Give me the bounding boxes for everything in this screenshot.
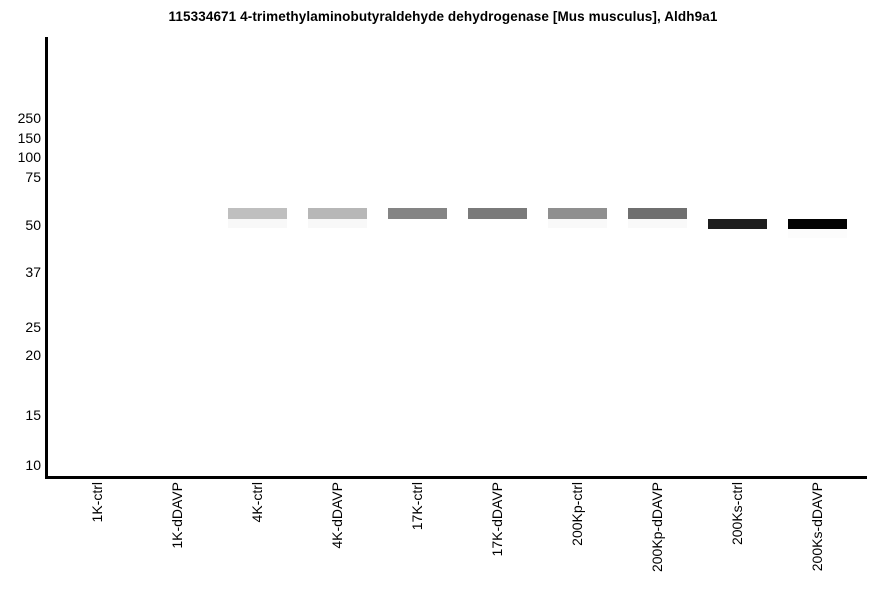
blot-band-ghost-4K-ctrl xyxy=(227,219,287,228)
x-lane-label: 4K-dDAVP xyxy=(329,482,345,549)
y-tick-label: 15 xyxy=(25,407,41,423)
x-lane-label: 200Ks-dDAVP xyxy=(809,482,825,572)
x-lane-label: 17K-ctrl xyxy=(409,482,425,531)
blot-band-4K-ctrl xyxy=(227,208,287,219)
x-lane-label: 1K-dDAVP xyxy=(169,482,185,549)
x-lane-label: 200Ks-ctrl xyxy=(729,482,745,546)
x-axis-line xyxy=(45,476,867,479)
y-axis-line xyxy=(45,37,48,479)
blot-band-17K-dDAVP xyxy=(467,208,527,219)
y-tick-label: 150 xyxy=(17,130,41,146)
y-tick-label: 10 xyxy=(25,457,41,473)
blot-band-17K-ctrl xyxy=(387,208,447,219)
y-tick-label: 50 xyxy=(25,217,41,233)
blot-band-4K-dDAVP xyxy=(307,208,367,219)
blot-band-ghost-4K-dDAVP xyxy=(307,219,367,228)
blot-band-ghost-200Kp-dDAVP xyxy=(627,219,687,228)
y-tick-label: 75 xyxy=(25,169,41,185)
y-tick-label: 37 xyxy=(25,264,41,280)
blot-band-200Kp-ctrl xyxy=(547,208,607,219)
blot-band-ghost-200Ks-dDAVP xyxy=(787,229,847,238)
y-tick-label: 20 xyxy=(25,347,41,363)
x-lane-label: 1K-ctrl xyxy=(89,482,105,523)
blot-band-ghost-200Kp-ctrl xyxy=(547,219,607,228)
blot-band-200Kp-dDAVP xyxy=(627,208,687,219)
x-lane-label: 200Kp-ctrl xyxy=(569,482,585,546)
y-tick-label: 250 xyxy=(17,110,41,126)
x-lane-label: 4K-ctrl xyxy=(249,482,265,523)
blot-band-200Ks-ctrl xyxy=(707,219,767,229)
y-tick-label: 100 xyxy=(17,149,41,165)
x-lane-label: 17K-dDAVP xyxy=(489,482,505,557)
figure-title: 115334671 4-trimethylaminobutyraldehyde … xyxy=(168,9,718,24)
blot-band-200Ks-dDAVP xyxy=(787,219,847,229)
y-tick-label: 25 xyxy=(25,319,41,335)
x-lane-label: 200Kp-dDAVP xyxy=(649,482,665,573)
